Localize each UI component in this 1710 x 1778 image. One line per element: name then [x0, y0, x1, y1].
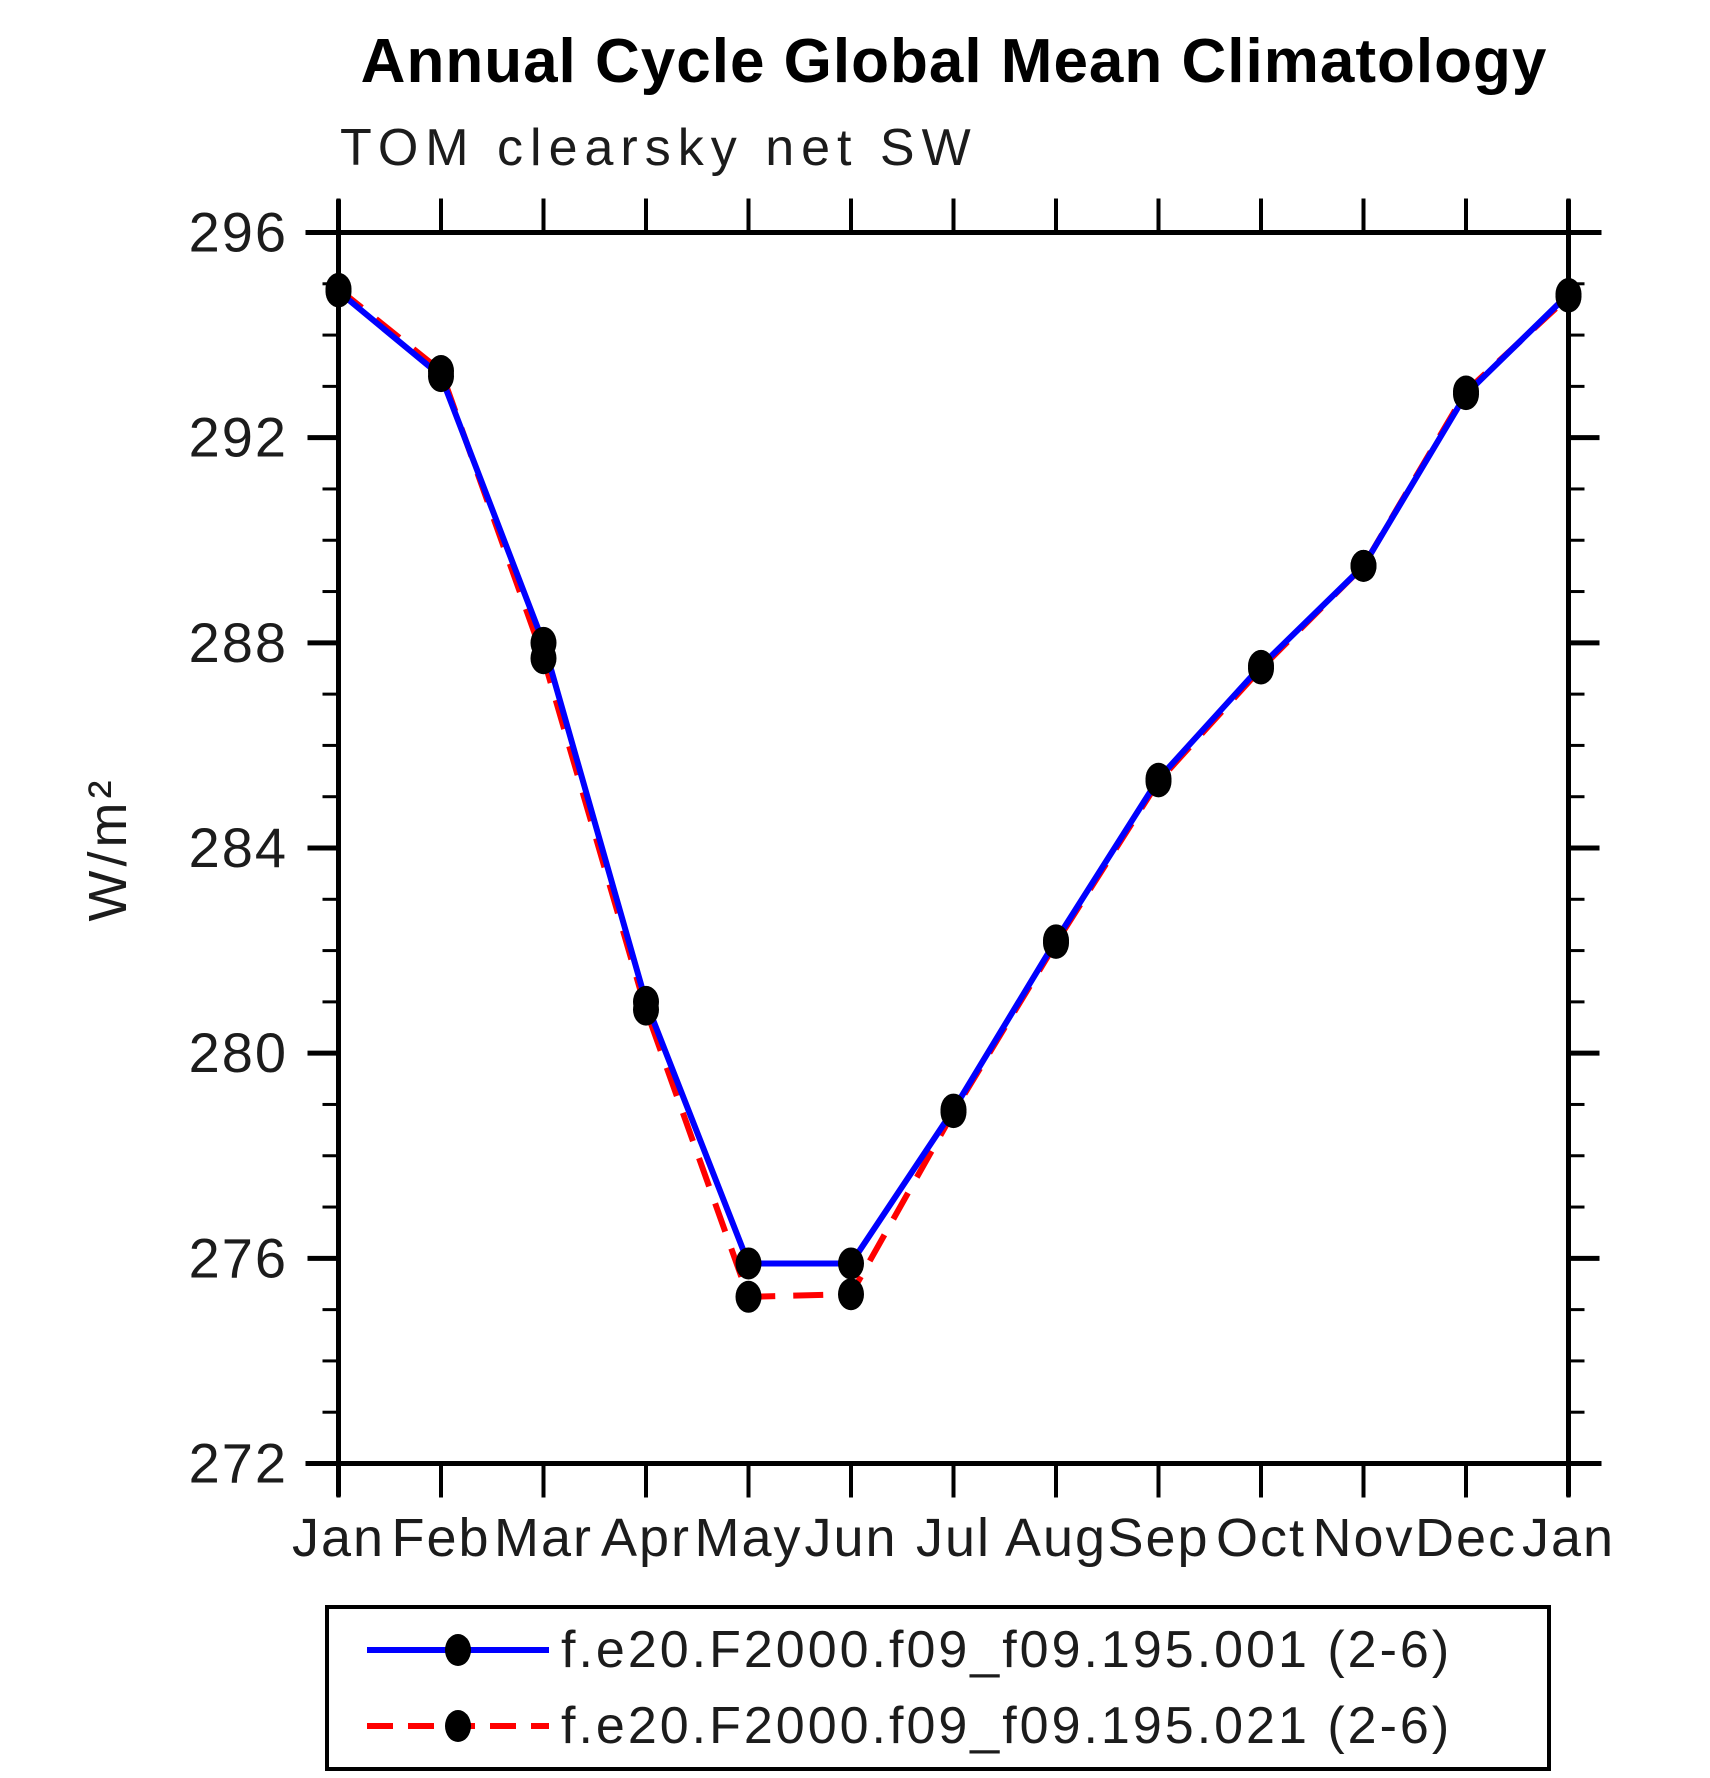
x-tick-label: May	[694, 1508, 802, 1568]
data-point-marker	[735, 1247, 762, 1280]
x-tick-label: Aug	[1005, 1508, 1107, 1568]
chart-subtitle: TOM clearsky net SW	[340, 119, 978, 177]
legend-box: f.e20.F2000.f09_f09.195.001 (2-6) f.e20.…	[325, 1605, 1551, 1771]
data-point-marker	[1350, 549, 1377, 582]
data-point-marker	[940, 1096, 967, 1129]
data-point-marker	[428, 354, 454, 387]
x-tick-label: Jan	[1522, 1508, 1615, 1568]
data-point-marker	[735, 1280, 762, 1313]
x-tick-label: Jan	[292, 1508, 385, 1568]
data-point-marker	[1248, 652, 1274, 685]
data-point-marker	[1145, 765, 1172, 798]
y-tick-label: 284	[189, 816, 288, 879]
x-tick-label: Mar	[494, 1508, 593, 1568]
legend-entry: f.e20.F2000.f09_f09.195.001 (2-6)	[329, 1614, 1547, 1686]
legend-entry: f.e20.F2000.f09_f09.195.021 (2-6)	[329, 1690, 1547, 1762]
data-point-marker	[633, 993, 659, 1026]
y-tick-label: 280	[189, 1021, 288, 1084]
data-point-marker	[1453, 375, 1479, 408]
data-point-marker	[530, 642, 557, 675]
legend-line-sample	[367, 1633, 549, 1666]
x-tick-label: Apr	[601, 1508, 691, 1568]
chart-title: Annual Cycle Global Mean Climatology	[360, 27, 1548, 96]
data-point-marker	[1043, 926, 1069, 959]
y-tick-label: 296	[189, 201, 288, 264]
legend-label: f.e20.F2000.f09_f09.195.021 (2-6)	[561, 1697, 1453, 1756]
x-tick-label: Jul	[916, 1508, 991, 1568]
y-tick-label: 272	[189, 1432, 288, 1495]
x-tick-label: Oct	[1216, 1508, 1306, 1568]
data-point-marker	[1555, 280, 1582, 313]
legend-label: f.e20.F2000.f09_f09.195.001 (2-6)	[561, 1620, 1453, 1679]
y-tick-label: 288	[189, 611, 288, 674]
x-tick-label: Jun	[804, 1508, 897, 1568]
x-tick-label: Nov	[1312, 1508, 1414, 1568]
data-point-marker	[838, 1247, 864, 1280]
y-tick-label: 276	[189, 1226, 288, 1289]
x-tick-label: Feb	[391, 1508, 490, 1568]
x-tick-label: Dec	[1415, 1508, 1517, 1568]
series-line-1	[336, 286, 1571, 1300]
y-tick-label: 292	[189, 406, 288, 469]
x-tick-label: Sep	[1107, 1508, 1209, 1568]
legend-line-sample	[367, 1710, 549, 1743]
data-point-marker	[838, 1278, 864, 1311]
data-point-marker	[325, 272, 352, 305]
